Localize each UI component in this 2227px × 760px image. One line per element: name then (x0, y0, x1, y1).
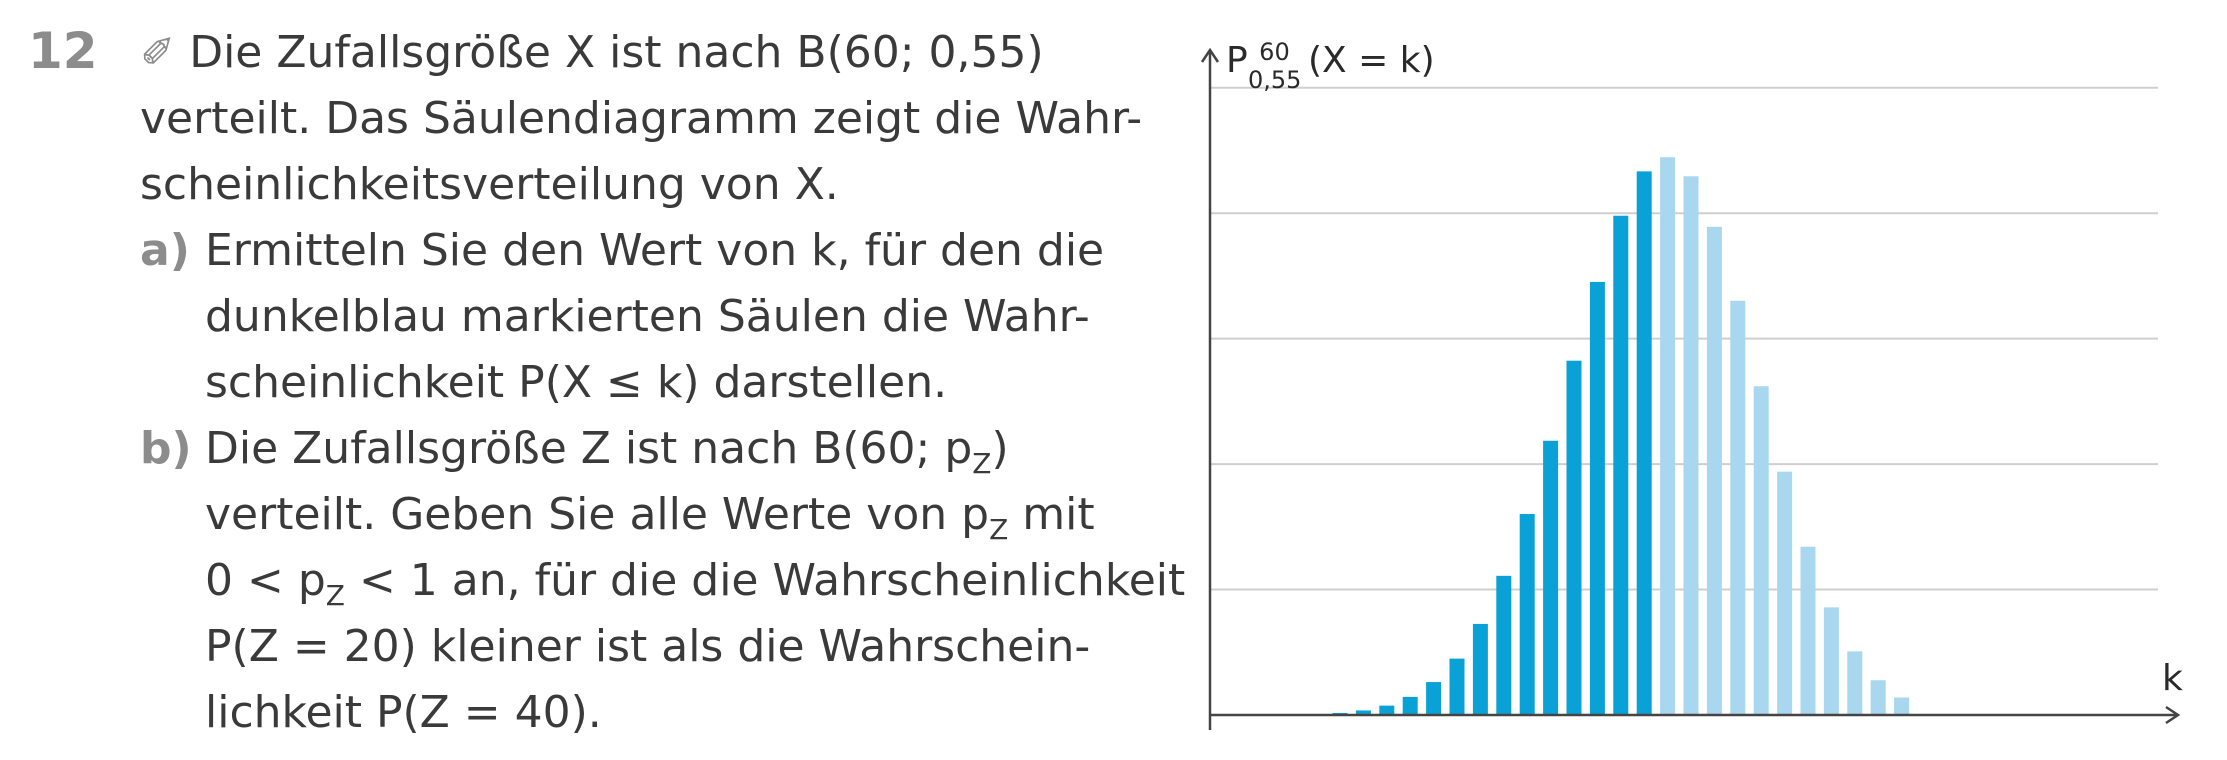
x-axis-arrow (2165, 705, 2181, 725)
bar-k-24 (1402, 696, 1418, 715)
intro-line-2: verteilt. Das Säulendiagramm zeigt die W… (140, 93, 1143, 144)
bar-k-39 (1753, 386, 1769, 715)
intro-line-3: scheinlichkeitsverteilung von X. (140, 159, 839, 210)
part-b-line-1: Die Zufallsgröße Z ist nach B(60; pZ) (205, 423, 1009, 480)
bar-k-27 (1472, 623, 1488, 715)
bar-k-25 (1426, 682, 1442, 715)
bar-k-30 (1543, 440, 1559, 715)
part-a-line-2: dunkelblau markierten Säulen die Wahr- (205, 291, 1090, 342)
y-axis-title-rest: (X = k) (1308, 40, 1435, 81)
bars (1332, 157, 1910, 716)
bar-k-23 (1379, 705, 1395, 715)
part-a-label: a) (140, 225, 190, 276)
bar-k-40 (1777, 471, 1793, 715)
bar-k-29 (1519, 514, 1535, 715)
bar-k-41 (1800, 546, 1816, 715)
x-axis-label: k (2162, 658, 2183, 699)
part-a-line-3: scheinlichkeit P(X ≤ k) darstellen. (205, 357, 948, 408)
part-b-line-4: P(Z = 20) kleiner ist als die Wahrschein… (205, 621, 1091, 672)
binomial-bar-chart: P 60 0,55 (X = k) k (1200, 38, 2183, 730)
y-axis-arrow (1200, 47, 1220, 63)
y-axis-title-main: P (1226, 40, 1248, 81)
bar-k-26 (1449, 658, 1465, 715)
y-axis-title: P 60 (1226, 38, 1290, 81)
part-a-line-1: Ermitteln Sie den Wert von k, für den di… (205, 225, 1105, 276)
bar-k-32 (1589, 281, 1605, 715)
bar-k-31 (1566, 360, 1582, 715)
part-b-label: b) (140, 423, 192, 474)
bar-k-33 (1613, 215, 1629, 716)
pencil-with-marks-icon: ✐ (140, 28, 176, 77)
bar-k-43 (1847, 651, 1863, 715)
y-axis-title-sup: 60 (1259, 38, 1290, 66)
part-b-line-5: lichkeit P(Z = 40). (205, 687, 602, 738)
task-number: 12 (28, 22, 98, 80)
bar-k-38 (1730, 300, 1746, 715)
bar-k-35 (1660, 157, 1676, 716)
bar-k-28 (1496, 575, 1512, 715)
bar-k-42 (1823, 607, 1839, 715)
bar-k-36 (1683, 176, 1699, 715)
part-b-line-2: verteilt. Geben Sie alle Werte von pZ mi… (205, 489, 1095, 546)
bar-k-45 (1894, 697, 1910, 715)
bar-k-37 (1706, 226, 1722, 716)
bar-k-44 (1870, 680, 1886, 715)
y-axis-title-sub: 0,55 (1248, 66, 1301, 94)
bar-k-34 (1636, 171, 1652, 715)
intro-line-1: ✐ Die Zufallsgröße X ist nach B(60; 0,55… (140, 27, 1044, 78)
bar-k-22 (1355, 710, 1371, 715)
part-b-line-3: 0 < pZ < 1 an, für die die Wahrscheinlic… (205, 555, 1186, 612)
